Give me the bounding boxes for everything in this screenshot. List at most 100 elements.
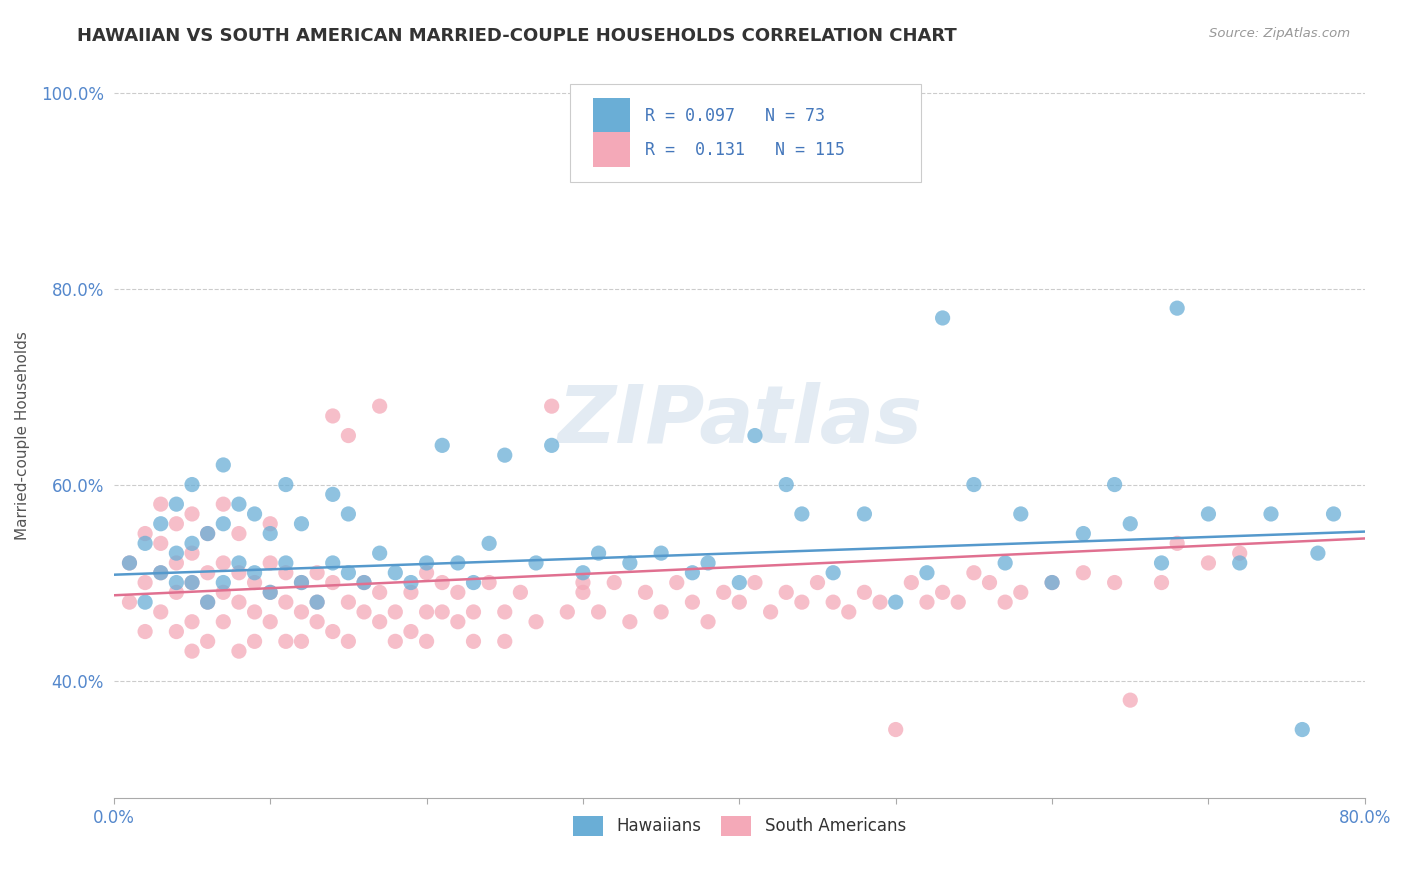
Point [259,556,281,570]
Point [149,566,172,580]
Point [806,575,828,590]
Point [212,556,235,570]
Point [1291,723,1313,737]
Point [823,566,845,580]
Point [931,310,953,325]
Point [869,595,891,609]
Point [322,409,344,423]
Point [134,624,156,639]
Point [368,585,391,599]
Point [963,566,986,580]
Point [447,556,470,570]
Point [823,595,845,609]
Point [432,438,454,452]
Text: R = 0.097   N = 73: R = 0.097 N = 73 [645,107,825,125]
Point [149,516,172,531]
Point [588,546,610,560]
Point [368,399,391,413]
Point [415,556,437,570]
Point [509,585,531,599]
Point [259,615,281,629]
Point [1197,556,1219,570]
Point [259,585,281,599]
Point [790,507,813,521]
Point [212,585,235,599]
Point [1166,536,1188,550]
Point [149,536,172,550]
Point [228,595,250,609]
Point [650,605,672,619]
Point [775,477,797,491]
Point [181,615,204,629]
Point [415,605,437,619]
Point [432,605,454,619]
Point [790,595,813,609]
Point [243,566,266,580]
Text: HAWAIIAN VS SOUTH AMERICAN MARRIED-COUPLE HOUSEHOLDS CORRELATION CHART: HAWAIIAN VS SOUTH AMERICAN MARRIED-COUPL… [77,27,957,45]
Point [228,556,250,570]
Point [243,634,266,648]
FancyBboxPatch shape [593,132,630,168]
Point [243,605,266,619]
Point [948,595,970,609]
Point [713,585,735,599]
Point [165,497,187,511]
Point [290,516,312,531]
Point [228,497,250,511]
Point [149,605,172,619]
Point [384,605,406,619]
Point [212,497,235,511]
Point [1119,516,1142,531]
Point [228,566,250,580]
Point [353,575,375,590]
Point [681,566,703,580]
Point [118,556,141,570]
Point [307,615,329,629]
Point [619,615,641,629]
Point [697,556,720,570]
Point [197,566,219,580]
Point [1040,575,1063,590]
Point [197,526,219,541]
Point [524,615,547,629]
Point [1119,693,1142,707]
Point [353,605,375,619]
Point [1010,507,1032,521]
Point [915,566,938,580]
Point [963,477,986,491]
Point [149,497,172,511]
Point [165,624,187,639]
Point [447,615,470,629]
Point [775,585,797,599]
Point [744,575,766,590]
Point [149,566,172,580]
Text: Source: ZipAtlas.com: Source: ZipAtlas.com [1209,27,1350,40]
Point [165,556,187,570]
Point [1150,556,1173,570]
FancyBboxPatch shape [593,98,630,133]
Point [181,536,204,550]
Point [274,595,297,609]
Point [1040,575,1063,590]
Point [994,595,1017,609]
Point [165,546,187,560]
Point [322,487,344,501]
Point [931,585,953,599]
Point [290,575,312,590]
Point [322,556,344,570]
Point [540,399,562,413]
Point [619,556,641,570]
Point [447,585,470,599]
Point [181,644,204,658]
Point [853,585,876,599]
Point [228,526,250,541]
Point [415,634,437,648]
Point [494,605,516,619]
Point [197,595,219,609]
Point [181,546,204,560]
Point [118,595,141,609]
Point [1073,526,1095,541]
Point [337,566,360,580]
Point [1322,507,1344,521]
Point [274,477,297,491]
